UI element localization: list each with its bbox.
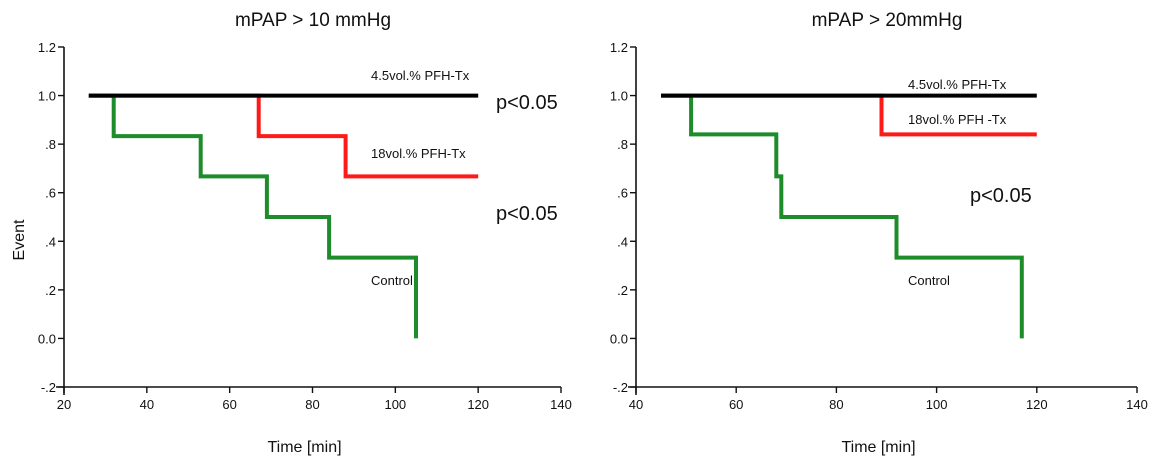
x-tick-label: 140 bbox=[1126, 397, 1148, 412]
y-tick-label: 1.0 bbox=[610, 89, 628, 104]
y-tick-label: .2 bbox=[617, 283, 628, 298]
x-tick-label: 40 bbox=[629, 397, 643, 412]
series-label: Control bbox=[371, 273, 413, 288]
y-tick-label: .8 bbox=[45, 137, 56, 152]
series-label: Control bbox=[908, 273, 950, 288]
series-label: 4.5vol.% PFH-Tx bbox=[371, 68, 470, 83]
x-tick-label: 40 bbox=[140, 397, 154, 412]
x-tick-label: 80 bbox=[829, 397, 843, 412]
y-tick-label: .6 bbox=[45, 186, 56, 201]
p-value-annotation: p<0.05 bbox=[496, 92, 558, 114]
x-tick-label: 20 bbox=[57, 397, 71, 412]
series-line-control bbox=[661, 93, 1024, 339]
y-tick-label: .8 bbox=[617, 137, 628, 152]
y-tick-label: .4 bbox=[45, 234, 56, 249]
series-label: 4.5vol.% PFH-Tx bbox=[908, 77, 1007, 92]
p-value-annotation: p<0.05 bbox=[496, 203, 558, 225]
series-label: 18vol.% PFH-Tx bbox=[371, 146, 466, 161]
x-axis-label: Time [min] bbox=[841, 439, 915, 456]
x-axis-label: Time [min] bbox=[267, 439, 341, 456]
y-tick-label: .2 bbox=[45, 283, 56, 298]
x-tick-label: 120 bbox=[467, 397, 489, 412]
y-axis-label: Event bbox=[11, 219, 28, 260]
y-tick-label: -.2 bbox=[41, 380, 56, 395]
y-tick-label: 0.0 bbox=[610, 331, 628, 346]
x-tick-label: 100 bbox=[926, 397, 948, 412]
x-tick-label: 100 bbox=[384, 397, 406, 412]
y-tick-label: 0.0 bbox=[38, 331, 56, 346]
y-tick-label: .4 bbox=[617, 234, 628, 249]
y-tick-label: 1.2 bbox=[610, 40, 628, 55]
y-tick-label: 1.2 bbox=[38, 40, 56, 55]
x-tick-label: 60 bbox=[222, 397, 236, 412]
y-tick-label: -.2 bbox=[613, 380, 628, 395]
x-tick-label: 140 bbox=[550, 397, 572, 412]
chart-title: mPAP > 20mmHg bbox=[812, 10, 963, 31]
p-value-annotation: p<0.05 bbox=[970, 185, 1032, 207]
x-tick-label: 60 bbox=[729, 397, 743, 412]
x-tick-label: 120 bbox=[1026, 397, 1048, 412]
y-tick-label: .6 bbox=[617, 186, 628, 201]
series-label: 18vol.% PFH -Tx bbox=[908, 112, 1007, 127]
chart-title: mPAP > 10 mmHg bbox=[235, 10, 391, 31]
x-tick-label: 80 bbox=[305, 397, 319, 412]
y-tick-label: 1.0 bbox=[38, 89, 56, 104]
series-line-control bbox=[88, 93, 418, 339]
